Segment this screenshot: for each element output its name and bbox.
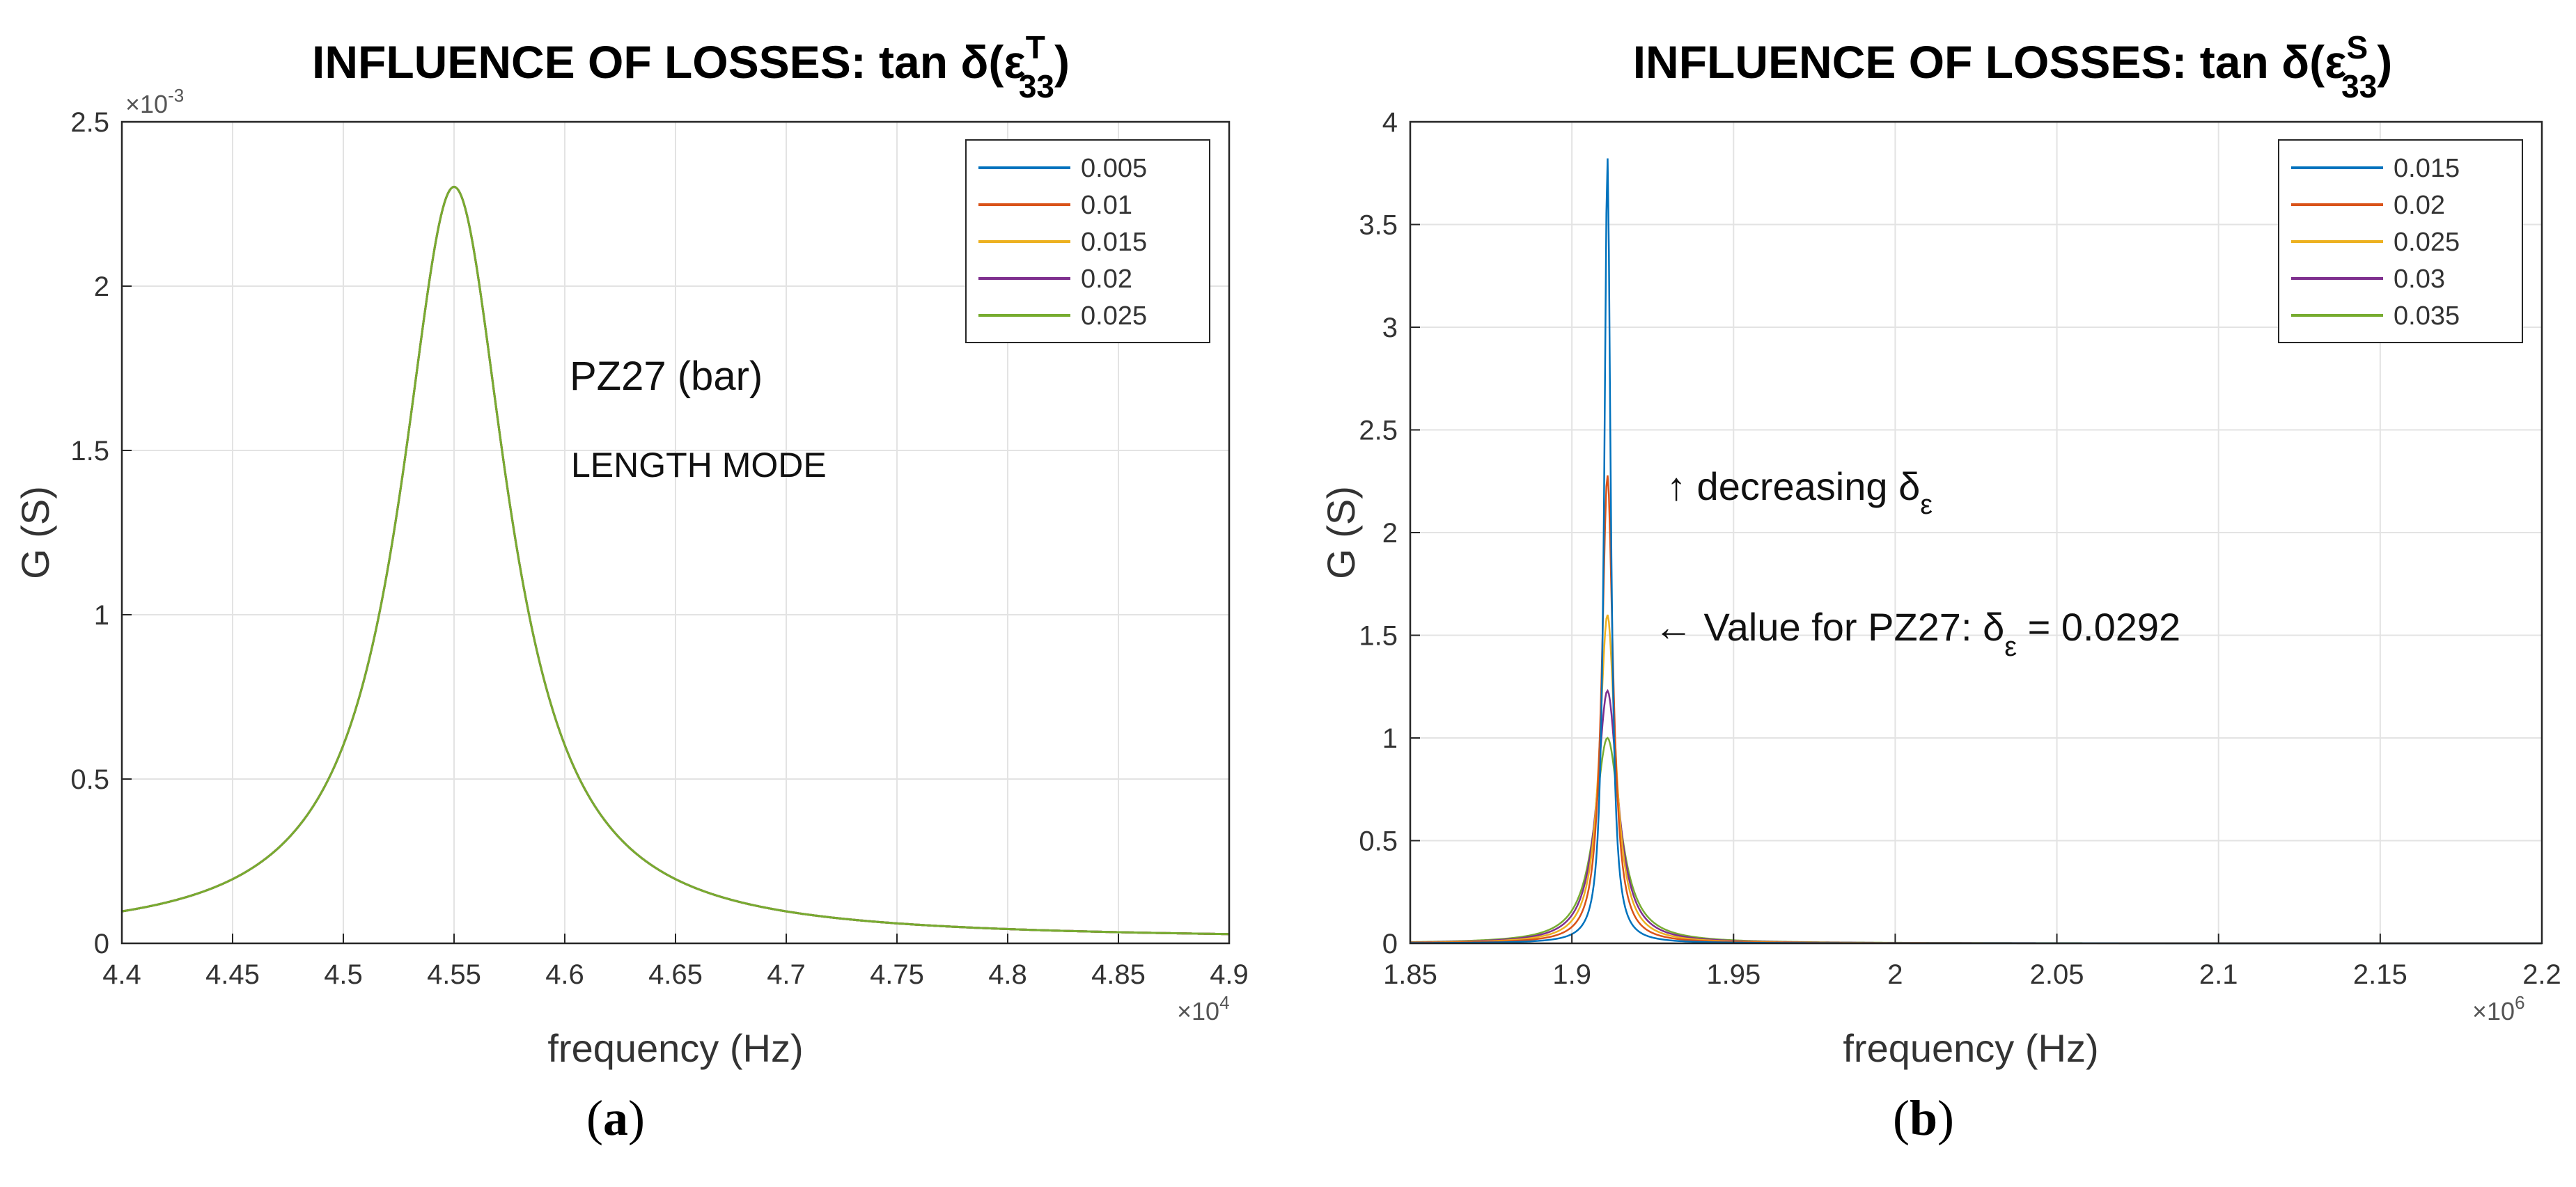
chart-a-x-tick-label: 4.75 <box>870 959 924 990</box>
chart-a-x-tick-label: 4.7 <box>767 959 806 990</box>
chart-b-title-prefix: INFLUENCE OF LOSSES: tan δ(ε <box>1633 36 2347 88</box>
chart-a-x-tick-label: 4.5 <box>324 959 363 990</box>
chart-a-x-tick-label: 4.8 <box>988 959 1027 990</box>
chart-b-x-tick-label: 2.05 <box>2030 959 2084 990</box>
chart-a-legend-label: 0.005 <box>1081 154 1147 183</box>
chart-a-x-tick-label: 4.55 <box>427 959 481 990</box>
chart-a-title-subscript: 33 <box>1019 68 1054 104</box>
chart-b-x-tick-label: 2 <box>1887 959 1903 990</box>
chart-a-legend-label: 0.02 <box>1081 265 1132 294</box>
chart-a-title: INFLUENCE OF LOSSES: tan δ(εT 33) <box>312 29 1070 104</box>
chart-a-legend-label: 0.01 <box>1081 191 1132 220</box>
chart-b-y-tick-label: 2 <box>1382 518 1398 549</box>
chart-b-x-tick-label: 2.15 <box>2353 959 2407 990</box>
chart-b-title: INFLUENCE OF LOSSES: tan δ(εS 33) <box>1633 29 2393 104</box>
chart-b-y-tick-label: 3.5 <box>1359 210 1398 241</box>
chart-b-y-ticks: 0 0.5 1 1.5 2 2.5 3 3.5 4 <box>1359 107 1420 959</box>
chart-b-legend-label: 0.02 <box>2394 191 2445 220</box>
chart-b-legend-label: 0.035 <box>2394 301 2460 331</box>
chart-a-x-ticks: 4.4 4.45 4.5 4.55 4.6 4.65 4.7 4.75 4.8 4.85 4.9 <box>102 934 1249 990</box>
chart-a-annotation-sample: PZ27 (bar) <box>570 354 763 399</box>
chart-a-legend-label: 0.015 <box>1081 228 1147 257</box>
caption-b: (b) <box>1893 1090 1955 1146</box>
chart-b-x-tick-label: 2.1 <box>2199 959 2238 990</box>
chart-a: INFLUENCE OF LOSSES: tan δ(εT 33) 4.4 4.45… <box>13 29 1249 1070</box>
chart-a-y-tick-label: 2 <box>94 272 109 302</box>
chart-a-series-0.025 <box>121 185 1230 936</box>
chart-a-y-exponent: ×10-3 <box>125 85 184 118</box>
chart-a-annotation-mode: LENGTH MODE <box>571 446 827 485</box>
chart-a-y-ticks: 0 0.5 1 1.5 2 2.5 <box>70 107 132 959</box>
chart-a-legend: 0.005 0.01 0.015 0.02 0.025 <box>965 139 1210 343</box>
chart-b-title-superscript: S <box>2346 29 2368 65</box>
chart-b-y-label: G (S) <box>1319 486 1363 579</box>
chart-a-y-tick-label: 0 <box>94 929 109 959</box>
caption-a: (a) <box>586 1090 645 1146</box>
chart-b-annotation-value: ← Value for PZ27: δε = 0.0292 <box>1654 605 2180 662</box>
chart-a-y-tick-label: 1.5 <box>70 436 109 466</box>
chart-a-x-tick-label: 4.9 <box>1210 959 1249 990</box>
chart-a-x-exponent: ×104 <box>1177 992 1230 1025</box>
chart-b-x-tick-label: 1.95 <box>1706 959 1761 990</box>
chart-a-x-tick-label: 4.6 <box>545 959 584 990</box>
chart-b-legend-label: 0.025 <box>2394 228 2460 257</box>
chart-b-y-tick-label: 4 <box>1382 107 1398 138</box>
chart-b-y-tick-label: 2.5 <box>1359 416 1398 446</box>
chart-b-x-tick-label: 1.85 <box>1383 959 1437 990</box>
chart-a-y-tick-label: 1 <box>94 600 109 631</box>
chart-a-x-tick-label: 4.85 <box>1091 959 1146 990</box>
chart-b-legend: 0.015 0.02 0.025 0.03 0.035 <box>2278 139 2523 343</box>
chart-b-x-label: frequency (Hz) <box>1843 1026 2098 1070</box>
chart-b-y-tick-label: 3 <box>1382 313 1398 343</box>
chart-a-x-tick-label: 4.45 <box>205 959 260 990</box>
chart-b-y-tick-label: 1.5 <box>1359 621 1398 652</box>
chart-a-y-tick-label: 0.5 <box>70 764 109 795</box>
chart-a-x-tick-label: 4.65 <box>648 959 703 990</box>
chart-a-y-tick-label: 2.5 <box>70 107 109 138</box>
chart-b-legend-label: 0.03 <box>2394 265 2445 294</box>
chart-a-x-label: frequency (Hz) <box>547 1026 803 1070</box>
chart-b-y-tick-label: 1 <box>1382 723 1398 754</box>
chart-b-title-suffix: ) <box>2377 36 2392 88</box>
chart-a-y-label: G (S) <box>13 486 57 579</box>
chart-a-series <box>121 185 1230 936</box>
chart-a-title-suffix: ) <box>1054 36 1070 88</box>
chart-a-title-superscript: T <box>1026 29 1045 65</box>
chart-b-annotation-decreasing: ↑ decreasing δε <box>1666 464 1933 520</box>
chart-a-legend-label: 0.025 <box>1081 301 1147 331</box>
chart-b-x-ticks: 1.85 1.9 1.95 2 2.05 2.1 2.15 2.2 <box>1383 934 2561 990</box>
chart-b-x-exponent: ×106 <box>2472 992 2525 1025</box>
chart-b-y-tick-label: 0.5 <box>1359 826 1398 857</box>
chart-b-legend-label: 0.015 <box>2394 154 2460 183</box>
chart-a-x-tick-label: 4.4 <box>102 959 141 990</box>
chart-b-y-tick-label: 0 <box>1382 929 1398 959</box>
chart-a-title-prefix: INFLUENCE OF LOSSES: tan δ(ε <box>312 36 1026 88</box>
chart-b-x-tick-label: 1.9 <box>1552 959 1591 990</box>
chart-b: INFLUENCE OF LOSSES: tan δ(εS 33) 1.85 1.9… <box>1319 29 2561 1070</box>
chart-b-title-subscript: 33 <box>2341 68 2377 104</box>
chart-b-x-tick-label: 2.2 <box>2522 959 2561 990</box>
